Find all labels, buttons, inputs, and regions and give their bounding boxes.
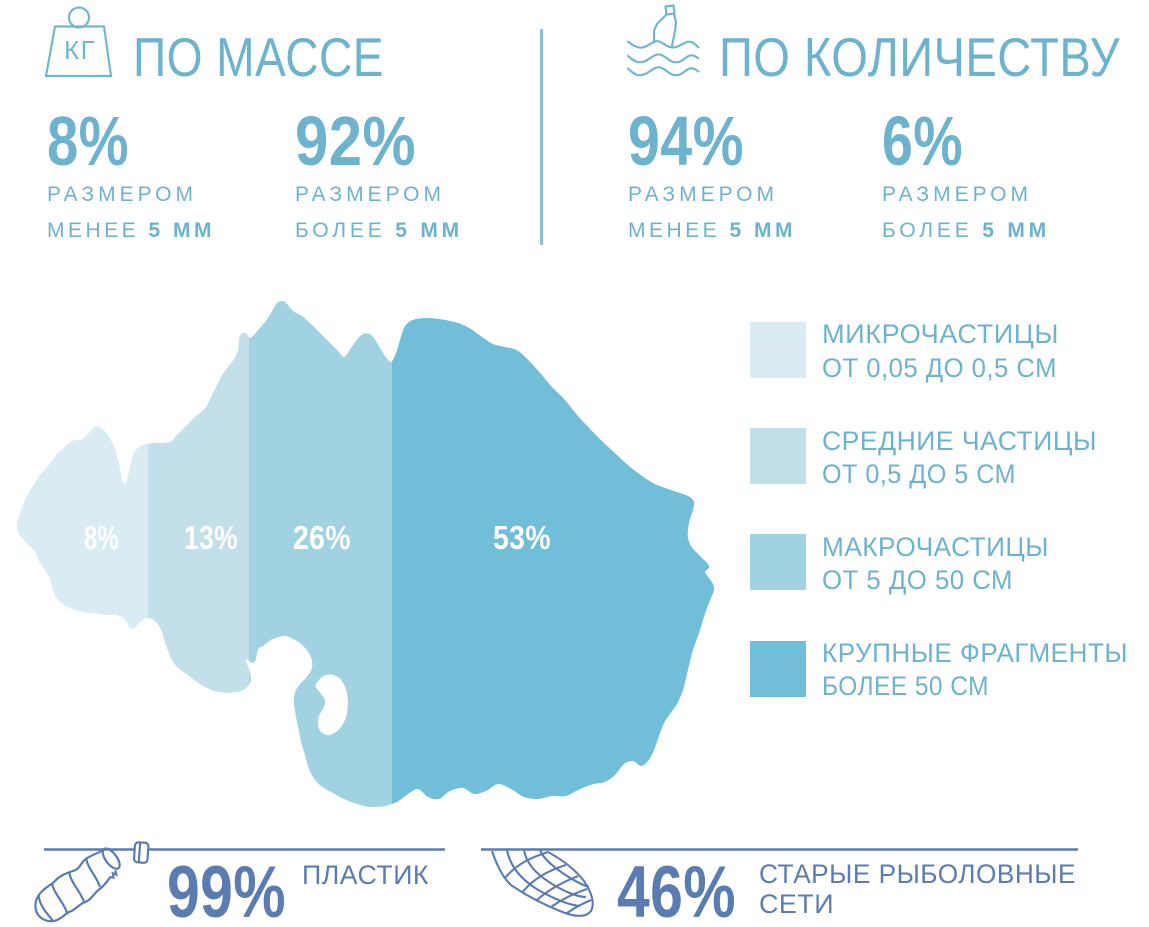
svg-text:КГ: КГ bbox=[64, 35, 96, 65]
